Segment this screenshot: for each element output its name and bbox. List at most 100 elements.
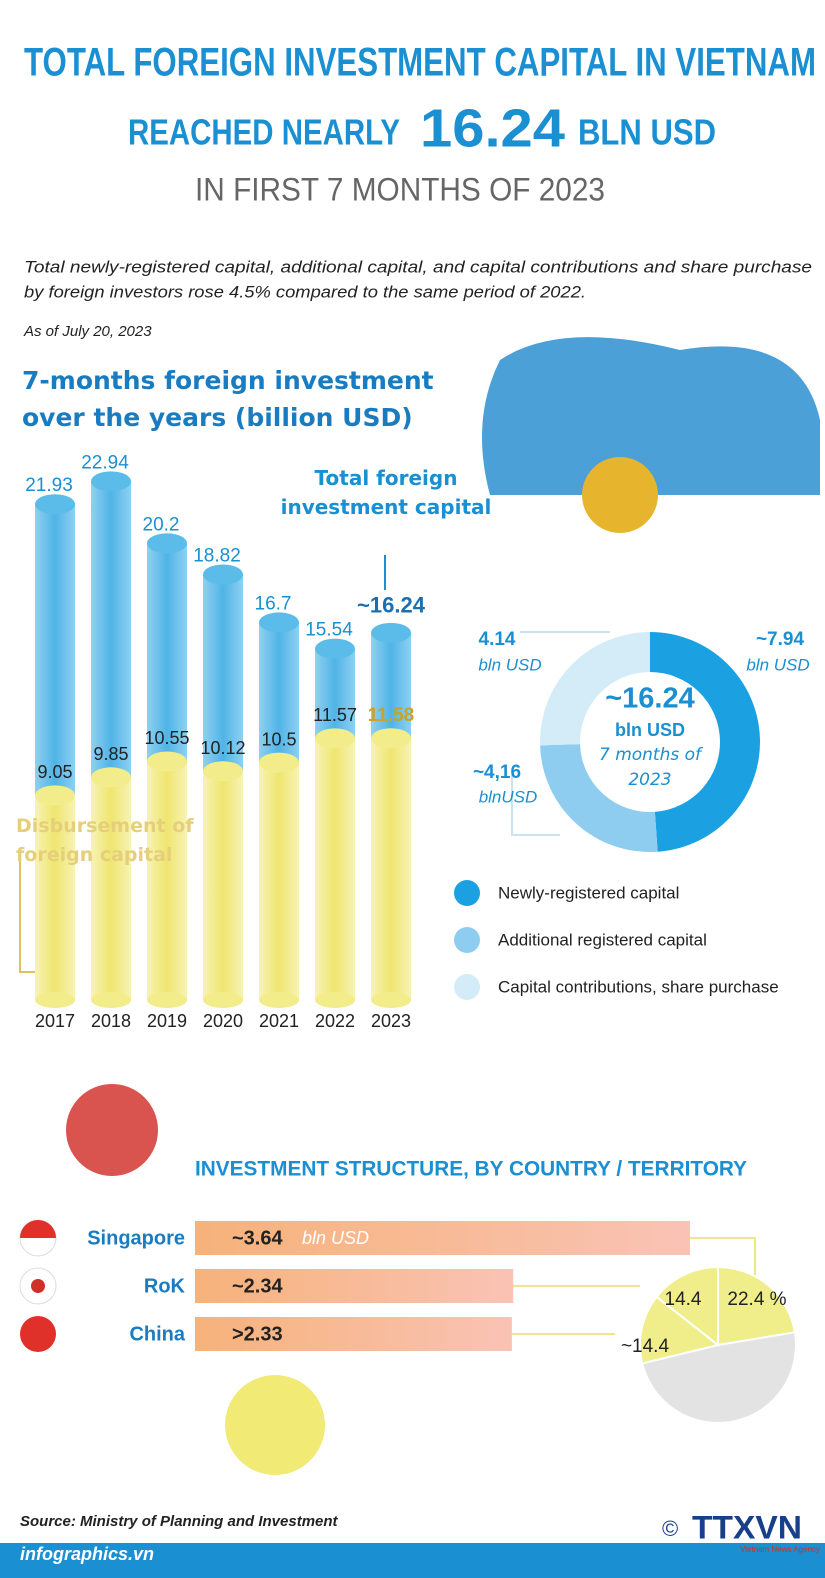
illustration (482, 337, 820, 495)
bar-cap (35, 494, 75, 515)
bar-cap (91, 767, 131, 788)
title: TOTAL FOREIGN INVESTMENT CAPITAL IN VIET… (24, 41, 816, 85)
description: by foreign investors rose 4.5% compared … (24, 282, 586, 301)
donut-slice (650, 632, 760, 852)
bar-cap (371, 728, 411, 749)
value-label: 9.85 (93, 744, 128, 764)
bar (371, 738, 411, 1000)
bar (195, 1221, 691, 1255)
value-label: 11.58 (368, 705, 415, 726)
bar (195, 1269, 514, 1303)
bar (147, 761, 187, 1000)
value-label: ~2.34 (232, 1275, 283, 1297)
category-label: Singapore (87, 1227, 185, 1249)
title-number: 16.24 (420, 98, 565, 158)
category-label: China (129, 1323, 185, 1345)
value-label: 10.5 (261, 729, 296, 749)
bar-base (91, 992, 131, 1008)
value-label: 15.54 (305, 620, 353, 641)
x-tick-label: 2018 (91, 1011, 131, 1031)
value-label: >2.33 (232, 1323, 283, 1345)
logo: TTXVN (692, 1509, 802, 1545)
flag (31, 1279, 45, 1293)
value-label: ~16.24 (357, 593, 426, 618)
bar-cap (203, 564, 243, 585)
pointer (511, 631, 610, 836)
bar-cap (147, 533, 187, 554)
value-label: ~3.64 (232, 1227, 283, 1249)
bar-cap (371, 622, 411, 643)
bar (35, 795, 75, 1000)
title: REACHED NEARLY (128, 112, 400, 153)
footer-band (0, 1543, 825, 1578)
value-label: 14.4 (665, 1289, 702, 1310)
value-label: ~14.4 (621, 1336, 670, 1357)
bar-cap (91, 471, 131, 492)
legend-label: Newly-registered capital (498, 883, 679, 902)
donut-center-value: ~16.24 (605, 683, 695, 715)
bar-cap (259, 612, 299, 633)
value-label: 18.82 (193, 546, 241, 567)
flag (20, 1316, 56, 1352)
bar-base (147, 992, 187, 1008)
value-unit: bln USD (478, 655, 541, 674)
value-unit: bln USD (746, 655, 809, 674)
bar-base (315, 992, 355, 1008)
donut-note: 7 months of 2023 (598, 745, 702, 790)
pie-slice (639, 1295, 721, 1365)
value-label: 4.14 (479, 629, 516, 650)
value-label: 9.05 (37, 762, 72, 782)
value-label: 22.94 (81, 452, 129, 473)
bar-base (203, 992, 243, 1008)
value-label: 22.4 % (727, 1289, 786, 1310)
legend-label: Capital contributions, share purchase (498, 977, 779, 996)
bar-cap (315, 728, 355, 749)
bar-base (35, 992, 75, 1008)
legend-label: Additional registered capital (498, 930, 707, 949)
value-label: 20.2 (143, 514, 180, 535)
bar (203, 771, 243, 1000)
bar-base (259, 992, 299, 1008)
agency: Vietnam News Agency (740, 1545, 820, 1554)
x-tick-label: 2019 (147, 1011, 187, 1031)
legend-swatch (454, 927, 480, 953)
pie-slice (655, 1265, 719, 1348)
bar (259, 762, 299, 1000)
value-label: ~7.94 (756, 629, 805, 650)
legend-swatch (454, 880, 480, 906)
bar-cap (315, 638, 355, 659)
value-label: 16.7 (255, 593, 292, 614)
legend-label: Disbursement of foreign capital (16, 815, 194, 866)
x-tick-label: 2023 (371, 1011, 411, 1031)
source: Source: Ministry of Planning and Investm… (20, 1513, 339, 1530)
x-tick-label: 2021 (259, 1011, 299, 1031)
globe-illustration (582, 457, 658, 533)
value-label: 10.55 (144, 728, 189, 748)
value-unit: bln USD (302, 1228, 369, 1248)
flag (20, 1220, 56, 1238)
bar (91, 777, 131, 1000)
description: Total newly-registered capital, addition… (24, 257, 812, 276)
bar-cap (259, 752, 299, 773)
value-label: 11.57 (313, 705, 357, 725)
donut-slice (540, 744, 658, 852)
title: BLN USD (578, 112, 716, 153)
date: As of July 20, 2023 (23, 323, 152, 340)
x-tick-label: 2020 (203, 1011, 243, 1031)
value-label: 10.12 (200, 738, 245, 758)
chart-title: 7-months foreign investment over the yea… (22, 366, 434, 432)
bar (315, 738, 355, 1000)
pointer (512, 1237, 756, 1335)
pie-slice (717, 1265, 797, 1347)
legend-swatch (454, 974, 480, 1000)
subtitle: IN FIRST 7 MONTHS OF 2023 (195, 171, 605, 207)
legend-label: Total foreign investment capital (280, 466, 492, 519)
bar-cap (203, 761, 243, 782)
x-tick-label: 2022 (315, 1011, 355, 1031)
x-tick-label: 2017 (35, 1011, 75, 1031)
donut-center-unit: bln USD (615, 720, 685, 740)
copyright: © (662, 1516, 678, 1541)
person-illustration (225, 1375, 325, 1475)
